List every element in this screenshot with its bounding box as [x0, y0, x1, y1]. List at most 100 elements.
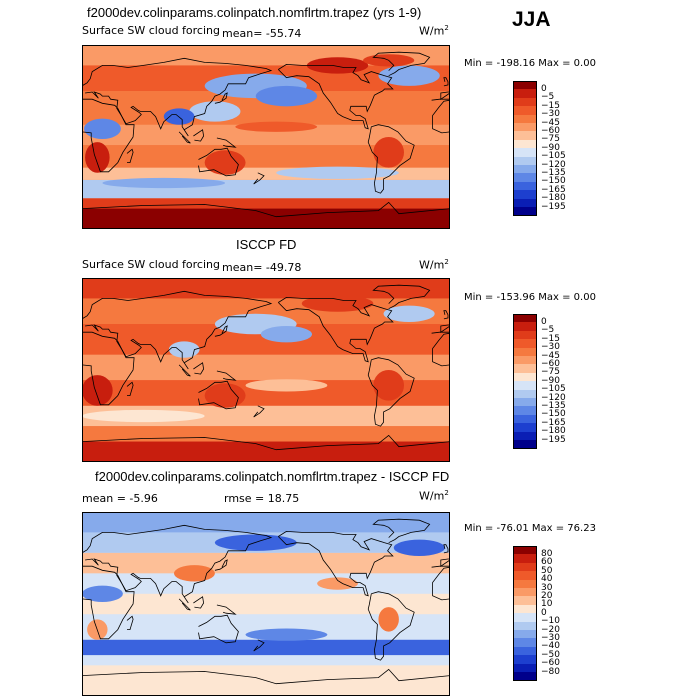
field-patch — [85, 142, 110, 173]
field-patch — [174, 565, 215, 582]
coastline — [440, 558, 450, 567]
coastline — [126, 615, 134, 630]
colorbar-swatch — [513, 156, 537, 166]
coastline — [440, 91, 450, 100]
field-patch — [84, 118, 121, 140]
panel3-mean: mean = -5.96 — [82, 492, 158, 505]
colorbar-tick-label: −15 — [541, 100, 560, 111]
panel2-variable-label: Surface SW cloud forcing — [82, 258, 220, 271]
coastline — [216, 137, 237, 148]
coastline — [278, 296, 394, 363]
colorbar-tick-label: −60 — [541, 358, 560, 369]
colorbar-swatch — [513, 190, 537, 200]
field-patch — [82, 375, 113, 406]
colorbar-swatch — [513, 423, 537, 433]
colorbar-swatch — [513, 339, 537, 349]
colorbar-swatch — [513, 398, 537, 407]
colorbar-tick-label: −120 — [541, 159, 566, 170]
panel3-min-max: Min = -76.01 Max = 76.23 — [464, 523, 596, 534]
colorbar-tick-label: −30 — [541, 342, 560, 353]
colorbar-swatch — [513, 588, 537, 597]
colorbar-tick-label: −150 — [541, 409, 566, 420]
colorbar-swatch — [513, 356, 537, 365]
panel2-title: ISCCP FD — [236, 237, 297, 252]
coastline — [126, 381, 134, 396]
colorbar-swatch — [513, 562, 537, 572]
colorbar-swatch — [513, 655, 537, 665]
colorbar-swatch — [513, 406, 537, 416]
colorbar-tick-label: 20 — [541, 590, 553, 601]
coastline — [431, 565, 450, 568]
coastline — [82, 201, 450, 229]
field-patch — [102, 177, 226, 189]
coastline — [278, 63, 394, 130]
field-band — [82, 639, 450, 656]
field-patch — [276, 166, 399, 179]
field-band — [82, 198, 450, 209]
coastline — [253, 172, 265, 185]
coastline — [372, 51, 431, 77]
panel1-min-max: Min = -198.16 Max = 0.00 — [464, 58, 596, 69]
colorbar-swatch — [513, 131, 537, 141]
coastline — [253, 639, 265, 652]
coastline — [82, 524, 273, 604]
coastline — [431, 98, 450, 101]
coastline — [367, 124, 415, 194]
colorbar-swatch — [513, 630, 537, 639]
coastline — [82, 57, 273, 137]
colorbar-tick-label: −45 — [541, 117, 560, 128]
colorbar-tick-label: 10 — [541, 599, 553, 610]
colorbar-tick-label: 80 — [541, 548, 553, 559]
coastline — [193, 362, 205, 375]
coastline — [443, 544, 449, 554]
coastline — [216, 604, 237, 615]
colorbar-tick-label: −165 — [541, 184, 566, 195]
colorbar-swatch — [513, 381, 537, 391]
panel1-map — [82, 45, 450, 229]
colorbar-tick-label: −30 — [541, 109, 560, 120]
panel2-mean: mean= -49.78 — [222, 261, 302, 274]
coastline — [214, 92, 228, 104]
coastline — [178, 364, 191, 377]
panel1-variable-label: Surface SW cloud forcing — [82, 24, 220, 37]
field-patch — [373, 370, 404, 401]
field-patch — [168, 341, 200, 358]
coastline — [82, 331, 135, 406]
colorbar-swatch — [513, 596, 537, 606]
coastline — [443, 77, 449, 87]
map-frame — [82, 278, 450, 462]
coastline — [253, 405, 265, 418]
colorbar-tick-label: −135 — [541, 167, 566, 178]
coastline — [431, 331, 450, 334]
colorbar-swatch — [513, 571, 537, 581]
colorbar-tick-label: 50 — [541, 565, 553, 576]
coastline — [443, 310, 449, 320]
field-band — [82, 552, 450, 574]
coastline — [432, 566, 450, 601]
panel3-title: f2000dev.colinparams.colinpatch.nomflrtm… — [95, 469, 450, 484]
colorbar-tick-label: 0 — [541, 316, 547, 327]
colorbar-swatch — [513, 322, 537, 332]
colorbar-swatch — [513, 330, 537, 340]
colorbar-tick-label: −75 — [541, 134, 560, 145]
colorbar-tick-label: −60 — [541, 658, 560, 669]
coastline — [82, 434, 450, 462]
colorbar-tick-label: −60 — [541, 125, 560, 136]
map-frame — [82, 512, 450, 696]
colorbar-tick-label: −150 — [541, 176, 566, 187]
coastline — [367, 591, 415, 661]
coastline — [216, 370, 237, 381]
colorbar-swatch — [513, 207, 537, 216]
colorbar-swatch — [513, 347, 537, 357]
colorbar-tick-label: −5 — [541, 325, 555, 336]
colorbar-tick-label: −120 — [541, 392, 566, 403]
colorbar-swatch — [513, 148, 537, 158]
field-patch — [317, 577, 358, 590]
colorbar-tick-label: −90 — [541, 375, 560, 386]
colorbar-tick-label: −135 — [541, 400, 566, 411]
colorbar-tick-label: −105 — [541, 384, 566, 395]
field-band — [82, 208, 450, 229]
coastline — [372, 518, 431, 544]
coastline — [193, 129, 205, 142]
colorbar-swatch — [513, 604, 537, 614]
